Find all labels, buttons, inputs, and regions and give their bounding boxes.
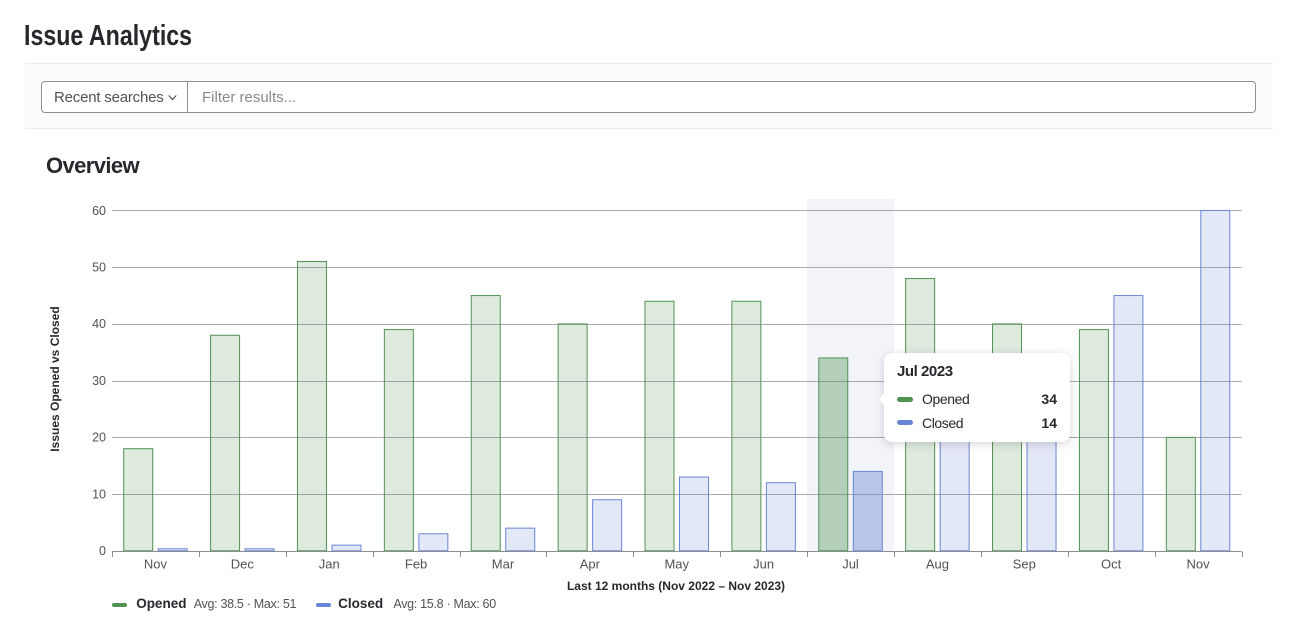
svg-text:May: May	[664, 557, 689, 572]
svg-text:Jul: Jul	[842, 557, 859, 572]
svg-text:Nov: Nov	[1186, 557, 1210, 572]
svg-text:Aug: Aug	[926, 557, 949, 572]
svg-text:50: 50	[92, 261, 106, 275]
svg-text:Jun: Jun	[753, 557, 774, 572]
svg-text:Nov: Nov	[144, 557, 168, 572]
svg-text:Feb: Feb	[405, 557, 427, 572]
svg-text:Issues Opened vs Closed: Issues Opened vs Closed	[48, 306, 62, 451]
svg-text:Sep: Sep	[1013, 557, 1036, 572]
svg-text:Jan: Jan	[319, 557, 340, 572]
svg-text:30: 30	[92, 374, 106, 388]
svg-text:0: 0	[99, 544, 106, 558]
svg-text:10: 10	[92, 487, 106, 501]
svg-text:20: 20	[92, 431, 106, 445]
svg-text:40: 40	[92, 317, 106, 331]
svg-text:60: 60	[92, 204, 106, 218]
svg-text:Mar: Mar	[492, 557, 515, 572]
svg-text:Apr: Apr	[580, 557, 601, 572]
svg-text:Last 12 months (Nov 2022 – Nov: Last 12 months (Nov 2022 – Nov 2023)	[567, 579, 785, 593]
svg-text:Dec: Dec	[231, 557, 255, 572]
svg-text:Oct: Oct	[1101, 557, 1122, 572]
